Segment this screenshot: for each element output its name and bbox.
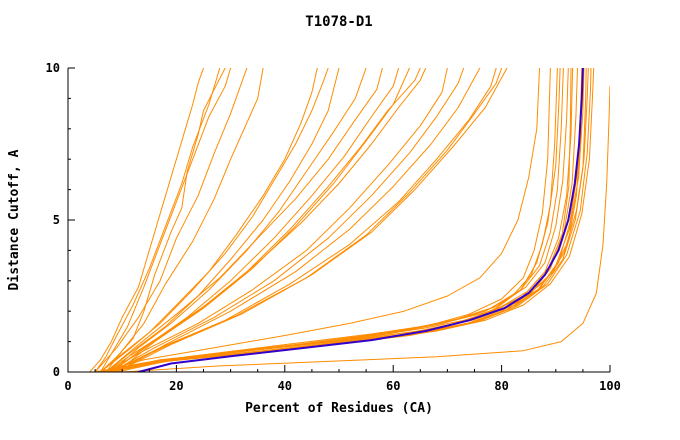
model-curve xyxy=(105,68,383,372)
model-curve xyxy=(100,68,226,372)
y-axis-ticks: 0 5 10 xyxy=(46,61,75,379)
x-tick-label: 100 xyxy=(599,379,621,393)
model-curve xyxy=(116,68,410,372)
reference-curve-group xyxy=(137,68,584,372)
model-curve xyxy=(94,68,221,372)
x-tick-label: 60 xyxy=(386,379,400,393)
chart-title: T1078-D1 xyxy=(305,14,372,30)
model-curve xyxy=(105,68,448,372)
model-curves xyxy=(89,68,610,372)
model-curve xyxy=(110,68,465,372)
x-tick-label: 0 xyxy=(64,379,71,393)
model-curve xyxy=(116,68,481,372)
model-curve xyxy=(105,68,340,372)
model-curve xyxy=(110,68,503,372)
x-tick-label: 20 xyxy=(169,379,183,393)
y-tick-label: 10 xyxy=(46,61,60,75)
x-tick-label: 80 xyxy=(494,379,508,393)
y-tick-label: 0 xyxy=(53,365,60,379)
model-curve xyxy=(116,68,508,372)
model-curve xyxy=(89,68,204,372)
x-tick-label: 40 xyxy=(278,379,292,393)
model-curve xyxy=(110,68,367,372)
model-curve xyxy=(110,68,589,372)
model-curve xyxy=(121,85,610,372)
y-tick-label: 5 xyxy=(53,213,60,227)
model-curve xyxy=(100,68,329,372)
x-axis-label: Percent of Residues (CA) xyxy=(245,401,433,416)
model-curve xyxy=(100,68,540,372)
model-curve xyxy=(105,68,427,372)
model-curve xyxy=(105,68,264,372)
x-axis-ticks: 0 20 40 60 80 100 xyxy=(64,365,621,393)
reference-curve xyxy=(137,68,584,372)
model-curve xyxy=(94,68,248,372)
y-axis-label: Distance Cutoff, A xyxy=(7,149,22,290)
model-curve xyxy=(100,68,232,372)
